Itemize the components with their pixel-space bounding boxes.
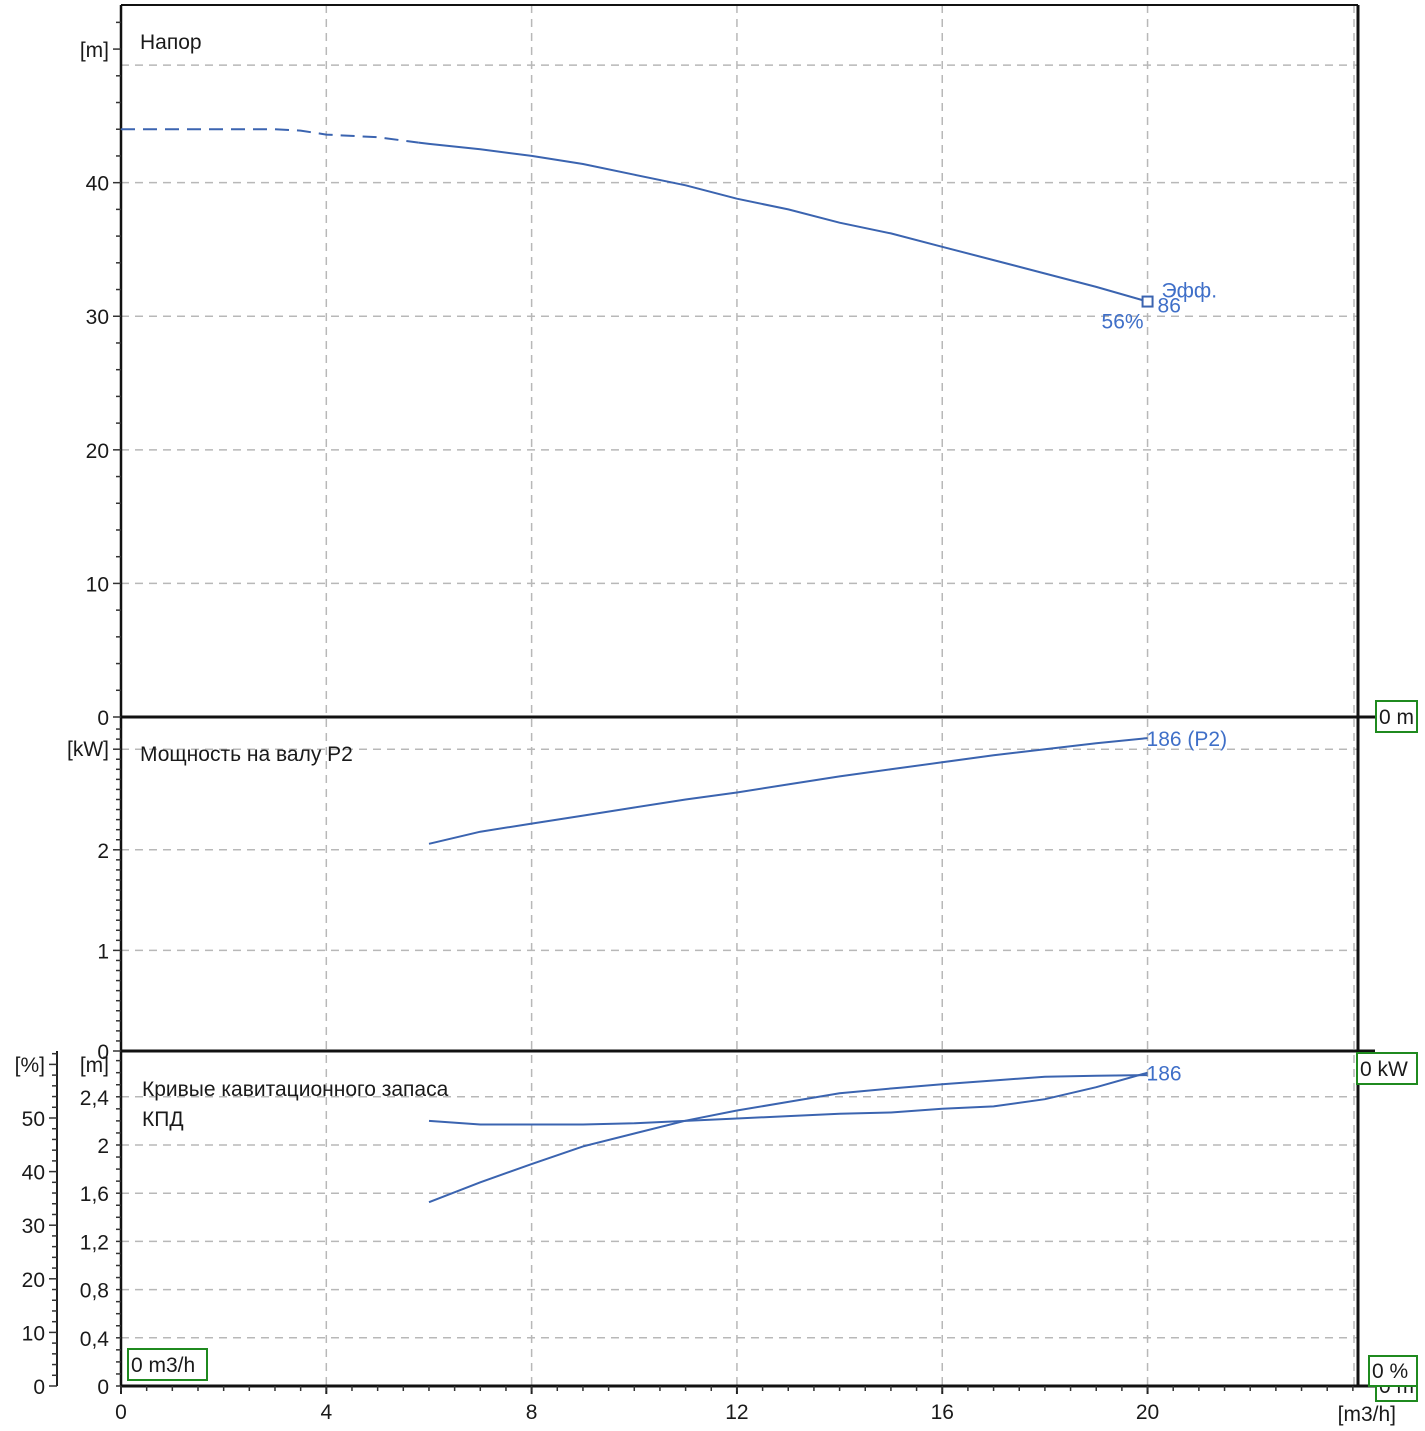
head-tick-label: 20 (86, 440, 109, 463)
flow-readout-box-text: 0 m3/h (131, 1354, 195, 1377)
percent-tick-label: 10 (22, 1322, 45, 1345)
tick-labels: 0 4 8 12 16 20010203040[m]012[kW]00,40,81,21,… (15, 39, 1396, 1426)
npsh-curve (428, 1071, 1148, 1126)
efficiency-panel-subtitle: КПД (142, 1108, 184, 1131)
efficiency-curve (428, 1074, 1148, 1204)
npsh-tick-label: 0,4 (80, 1328, 110, 1351)
percent-tick-label: 20 (22, 1269, 45, 1292)
power-readout-box-text: 0 kW (1360, 1058, 1408, 1081)
power-tick-label: 2 (97, 840, 109, 863)
head-readout-box-text: 0 m (1379, 706, 1414, 729)
npsh-tick-label: 0 (97, 1376, 109, 1399)
npsh-curve-label: 186 (1147, 1063, 1182, 1086)
npsh-tick-label: 0,8 (80, 1280, 109, 1303)
head-tick-label: 10 (86, 573, 109, 596)
x-tick-label: 4 (320, 1401, 332, 1424)
percent-tick-label: 30 (22, 1215, 45, 1238)
percent-readout-box-text: 0 % (1372, 1360, 1408, 1383)
flow-readout-box (127, 1348, 208, 1381)
duty-point-marker (1141, 295, 1154, 308)
head-curve-solid (418, 141, 1148, 303)
power-readout-box (1356, 1052, 1418, 1085)
head-curve-label: 86 (1158, 295, 1181, 318)
percent-tick-label: 0 (33, 1376, 45, 1399)
x-unit-label: [m3/h] (1338, 1403, 1396, 1426)
power-tick-label: 0 (97, 1041, 109, 1064)
x-tick-label: 16 (931, 1401, 954, 1424)
power-curve-label: 186 (P2) (1147, 728, 1228, 751)
efficiency-label: Эфф. (1162, 280, 1217, 303)
power-curve (428, 737, 1148, 845)
head-tick-label: 30 (86, 306, 109, 329)
head-tick-label: 0 (97, 707, 109, 730)
x-tick-label: 0 (115, 1401, 127, 1424)
head-unit-label: [m] (80, 39, 109, 62)
head-readout-box (1375, 700, 1418, 733)
curves: Эфф.86 56% 186 (P2) 186 (121, 128, 1228, 1204)
npsh-tick-label: 1,6 (80, 1183, 109, 1206)
npsh-panel-title: Кривые кавитационного запаса (142, 1078, 449, 1101)
npsh-tick-label: 2,4 (80, 1087, 110, 1110)
percent-readout-box (1368, 1355, 1418, 1387)
efficiency-value-label: 56% (1102, 311, 1144, 334)
npsh-unit-label: [m] (80, 1054, 109, 1077)
chart-frame (56, 4, 1418, 1388)
npsh-tick-label: 1,2 (80, 1231, 109, 1254)
readout-boxes: 0 m0 kW0 m0 %0 m3/h (127, 700, 1418, 1402)
head-panel-title: Напор (140, 31, 202, 54)
percent-tick-label: 40 (22, 1162, 45, 1185)
x-tick-label: 8 (526, 1401, 538, 1424)
head-curve-dashed (121, 128, 419, 144)
x-tick-label: 20 (1136, 1401, 1159, 1424)
tick-marks (49, 21, 1354, 1394)
percent-tick-label: 50 (22, 1108, 45, 1131)
power-unit-label: [kW] (67, 738, 109, 761)
npsh-tick-label: 2 (97, 1135, 109, 1158)
percent-unit-label: [%] (15, 1054, 45, 1077)
head-tick-label: 40 (86, 173, 109, 196)
grid-lines (121, 5, 1358, 1386)
power-tick-label: 1 (97, 940, 109, 963)
panel-titles: Напор Мощность на валу P2 Кривые кавитацио… (140, 31, 449, 1131)
power-panel-title: Мощность на валу P2 (140, 743, 353, 766)
x-tick-label: 12 (725, 1401, 748, 1424)
